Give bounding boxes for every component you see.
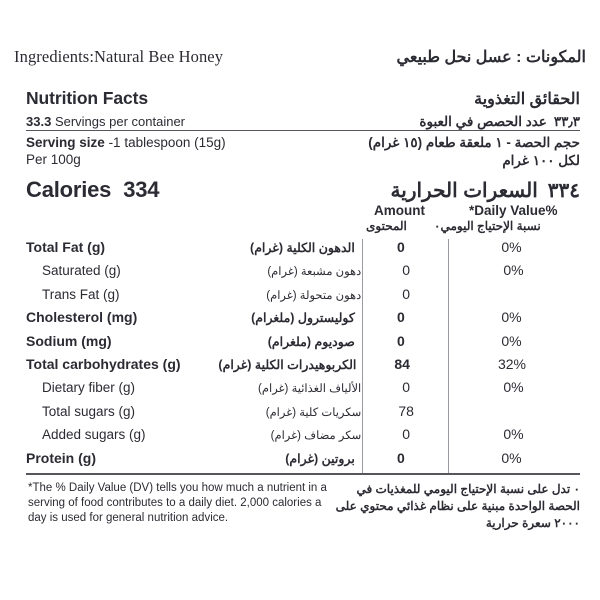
servings-per-container-row: 33.3 Servings per container ٣٣٫٣ عدد الحص… (14, 109, 586, 130)
serving-size-english: Serving size -1 tablespoon (15g) Per 100g (26, 134, 226, 169)
nutrient-amount: 0 (402, 262, 410, 279)
table-row: Protein (g) بروتين (غرام) 0 0% (26, 450, 580, 473)
nutrient-amount: 0 (402, 285, 410, 302)
servings-label: Servings per container (54, 114, 186, 129)
nutrient-daily-value: 0% (503, 426, 524, 443)
nutrient-name-arabic: كوليسترول (ملغرام) (251, 311, 355, 326)
nutrient-name-english: Dietary fiber (g) (42, 380, 136, 396)
nutrient-daily-value: 0% (501, 449, 522, 466)
nutrient-name-arabic: صوديوم (ملغرام) (267, 334, 355, 349)
nutrient-name-arabic: سكريات كلية (غرام) (265, 406, 362, 419)
panel-title-row: Nutrition Facts الحقائق التغذوية (14, 67, 586, 109)
footnote-english: *The % Daily Value (DV) tells you how mu… (28, 482, 327, 525)
table-row: Trans Fat (g) دهون متحولة (غرام) 0 (26, 286, 580, 309)
serving-size-per-100g: Per 100g (26, 152, 81, 168)
calories-arabic: ٣٣٤ السعرات الحرارية (391, 178, 580, 203)
nutrient-daily-value: 0% (503, 262, 524, 279)
table-row: Dietary fiber (g) الألياف الغذائية (غرام)… (26, 379, 580, 402)
column-divider-daily-value (448, 239, 449, 473)
table-row: Total carbohydrates (g) الكربوهيدرات الكل… (26, 356, 580, 379)
ingredients-row: Ingredients:Natural Bee Honey المكونات :… (14, 0, 586, 67)
column-headers: Amount *Daily Value% المحتوى نسبة الإحتي… (14, 203, 586, 239)
serving-size-value: -1 tablespoon (15g) (108, 135, 226, 150)
nutrient-daily-value: 32% (497, 356, 526, 373)
nutrient-name-arabic: الدهون الكلية (غرام) (250, 241, 355, 256)
rule-above-serving-size (26, 130, 580, 131)
table-row: Total sugars (g) سكريات كلية (غرام) 78 (26, 403, 580, 426)
nutrient-daily-value: 0% (501, 309, 522, 326)
nutrient-daily-value: 0% (503, 379, 524, 396)
serving-size-arabic-line1: حجم الحصة - ١ ملعقة طعام (١٥ غرام) (368, 135, 580, 150)
calories-value: 334 (123, 177, 160, 203)
nutrient-amount: 0 (402, 426, 410, 443)
nutrient-name-english: Total sugars (g) (42, 403, 136, 419)
serving-size-label: Serving size (26, 135, 105, 150)
nutrient-amount: 0 (397, 309, 405, 326)
nutrient-name-arabic: سكر مضاف (غرام) (270, 430, 362, 443)
table-row: Added sugars (g) سكر مضاف (غرام) 0 0% (26, 426, 580, 449)
panel-title-english: Nutrition Facts (26, 88, 148, 108)
serving-size-row: Serving size -1 tablespoon (15g) Per 100g… (14, 131, 586, 169)
nutrient-name-arabic: دهون متحولة (غرام) (266, 289, 362, 302)
ingredients-arabic: المكونات : عسل نحل طبيعي (396, 49, 586, 66)
table-row: Sodium (mg) صوديوم (ملغرام) 0 0% (26, 333, 580, 356)
nutrient-amount: 0 (397, 449, 405, 466)
servings-count-arabic: ٣٣٫٣ (553, 114, 580, 129)
nutrient-name-arabic: دهون مشبعة (غرام) (267, 266, 362, 279)
nutrient-name-english: Protein (g) (26, 449, 96, 466)
nutrient-daily-value: 0% (501, 332, 522, 349)
column-header-amount-arabic: المحتوى (366, 219, 407, 234)
serving-size-arabic: حجم الحصة - ١ ملعقة طعام (١٥ غرام) لكل ١٠… (368, 134, 580, 169)
nutrient-daily-value: 0% (501, 239, 522, 256)
nutrient-amount: 0 (397, 239, 405, 256)
servings-english: 33.3 Servings per container (26, 114, 185, 129)
column-header-daily-value-arabic: نسبة الإحتياج اليومي٠ (434, 219, 541, 234)
column-header-amount: Amount (374, 203, 425, 219)
calories-label-arabic: السعرات الحرارية (390, 180, 538, 203)
calories-label: Calories (26, 177, 112, 203)
nutrient-amount: 0 (402, 379, 410, 396)
nutrient-name-english: Trans Fat (g) (42, 286, 120, 302)
calories-row: Calories 334 ٣٣٤ السعرات الحرارية (14, 169, 586, 203)
table-row: Saturated (g) دهون مشبعة (غرام) 0 0% (26, 262, 580, 285)
table-row: Cholesterol (mg) كوليسترول (ملغرام) 0 0% (26, 309, 580, 332)
nutrient-amount: 0 (397, 332, 405, 349)
nutrient-name-arabic: الألياف الغذائية (غرام) (258, 383, 362, 396)
nutrient-name-english: Added sugars (g) (42, 427, 146, 443)
nutrient-name-arabic: بروتين (غرام) (285, 451, 355, 466)
nutrient-name-english: Total Fat (g) (26, 239, 106, 256)
nutrient-name-english: Saturated (g) (42, 263, 121, 279)
calories-value-arabic: ٣٣٤ (547, 180, 580, 203)
nutrient-name-english: Total carbohydrates (g) (26, 356, 181, 373)
panel-title-arabic: الحقائق التغذوية (474, 91, 580, 108)
nutrient-amount: 84 (394, 356, 410, 373)
nutrient-table: Total Fat (g) الدهون الكلية (غرام) 0 0% Satu… (26, 239, 580, 473)
nutrient-name-arabic: الكربوهيدرات الكلية (غرام) (218, 358, 357, 373)
column-header-daily-value: *Daily Value% (469, 203, 558, 219)
servings-count: 33.3 (26, 114, 52, 129)
nutrient-amount: 78 (398, 402, 414, 419)
nutrient-name-english: Sodium (mg) (26, 332, 112, 349)
nutrient-name-english: Cholesterol (mg) (26, 309, 138, 326)
ingredients-english: Ingredients:Natural Bee Honey (14, 47, 224, 66)
column-divider-amount (362, 239, 363, 473)
footnote-arabic: ٠ تدل على نسبة الإحتياج اليومي للمغذيات … (335, 482, 580, 531)
calories-english: Calories 334 (26, 177, 160, 203)
servings-label-arabic: عدد الحصص في العبوة (419, 114, 547, 129)
servings-arabic: ٣٣٫٣ عدد الحصص في العبوة (419, 114, 580, 130)
footnote-row: *The % Daily Value (DV) tells you how mu… (14, 475, 586, 532)
rule-above-footnote (26, 473, 580, 475)
serving-size-arabic-line2: لكل ١٠٠ غرام (502, 152, 580, 168)
table-row: Total Fat (g) الدهون الكلية (غرام) 0 0% (26, 239, 580, 262)
